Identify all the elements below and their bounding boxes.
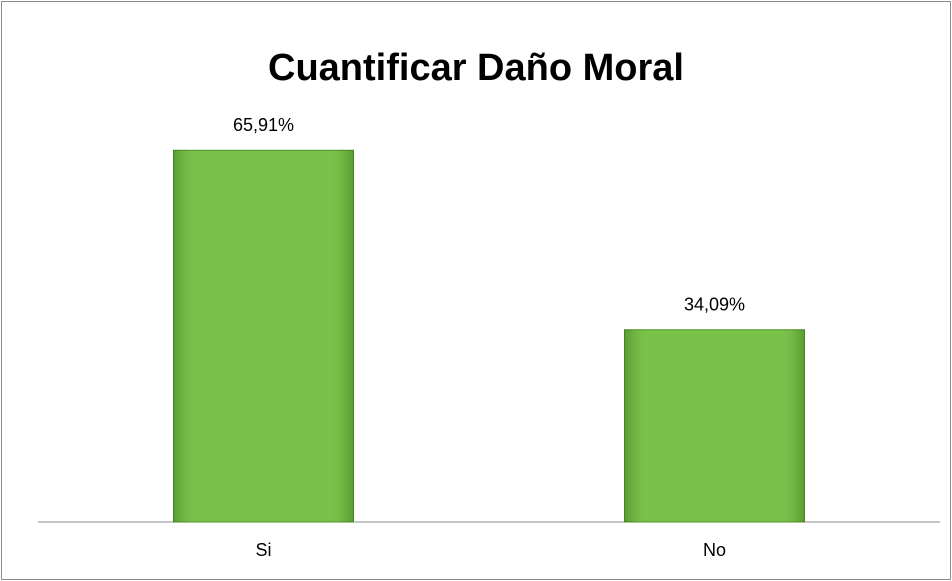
x-tick-label: Si [255, 540, 271, 560]
data-label: 65,91% [233, 115, 294, 135]
chart-title: Cuantificar Daño Moral [268, 47, 684, 89]
x-tick-label: No [703, 540, 726, 560]
bar [624, 329, 805, 523]
bar [173, 149, 354, 523]
data-label: 34,09% [684, 294, 745, 314]
